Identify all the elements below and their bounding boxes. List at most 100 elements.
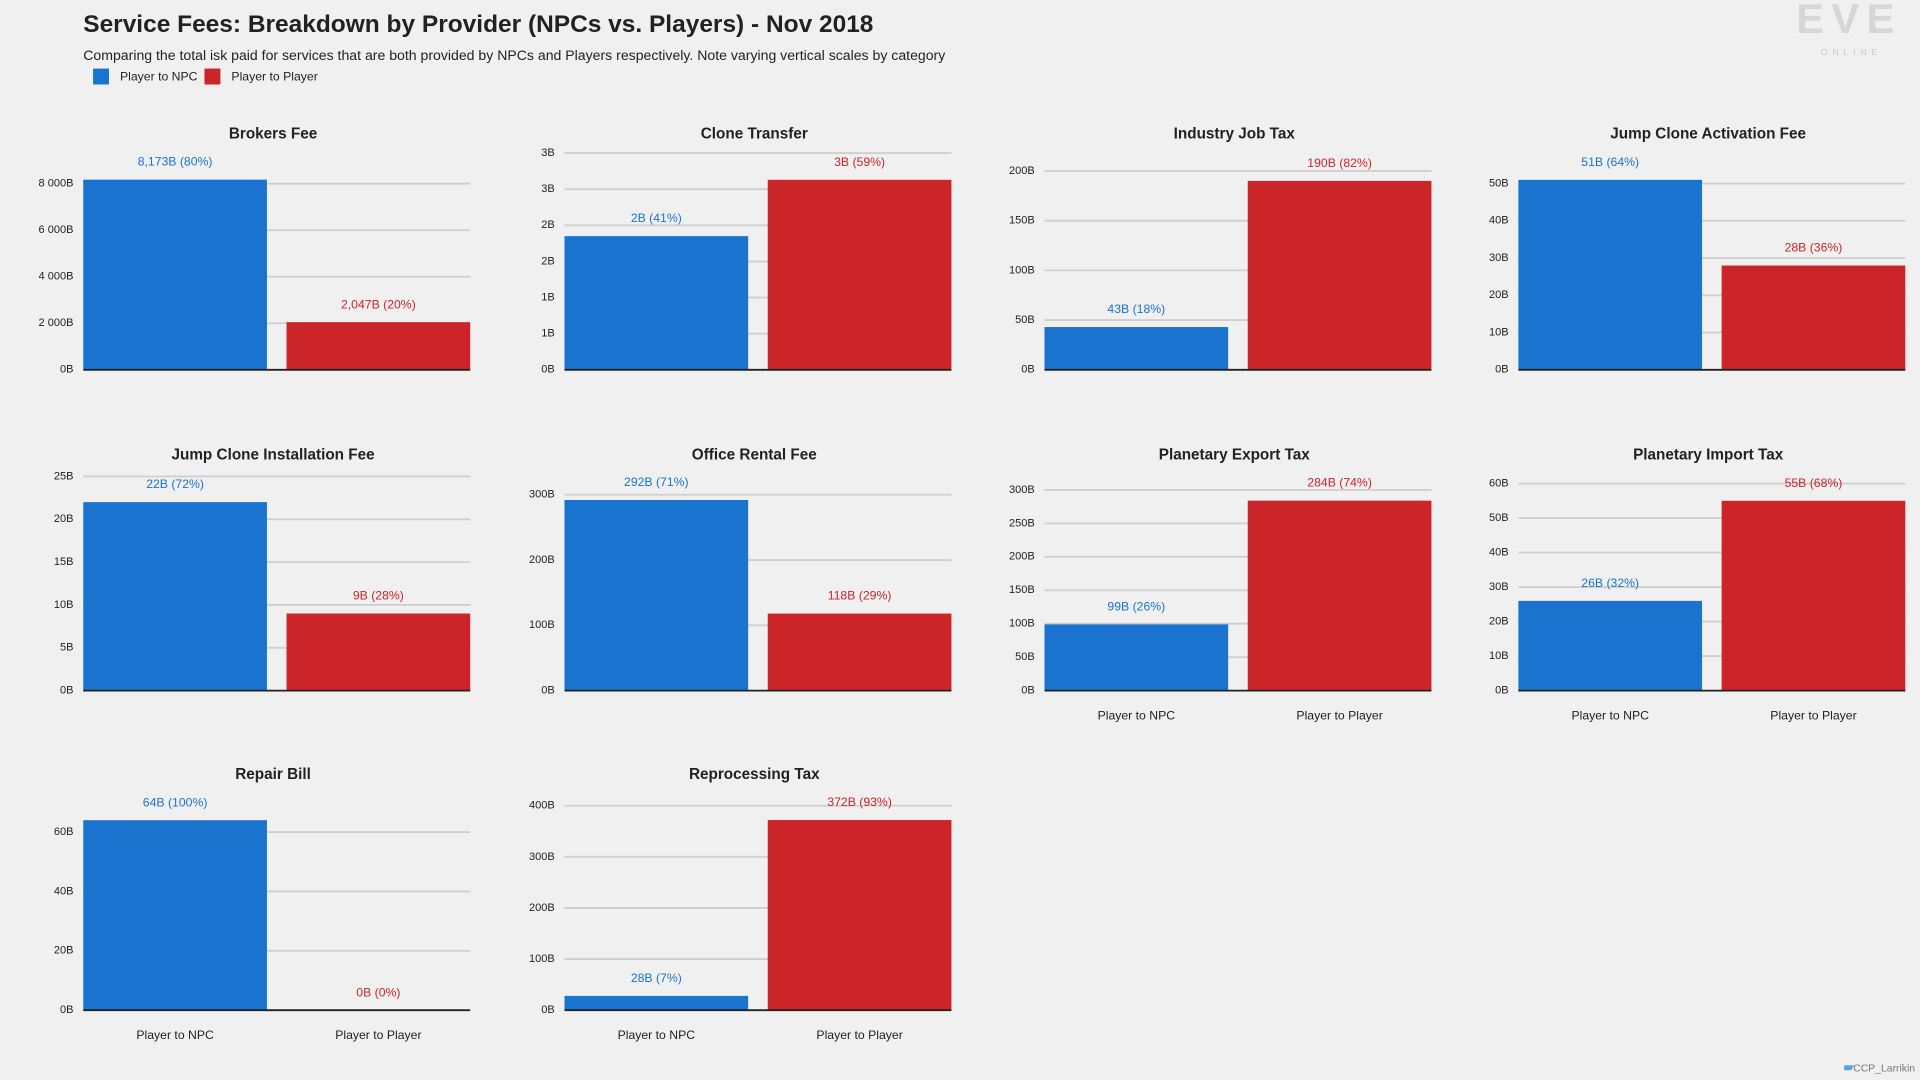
y-tick-label: 0B xyxy=(60,1004,73,1016)
bar xyxy=(767,613,952,691)
y-tick-label: 400B xyxy=(529,800,555,812)
value-label: 2B (41%) xyxy=(631,211,682,225)
bar xyxy=(1247,180,1432,370)
value-label: 292B (71%) xyxy=(624,475,689,489)
y-tick-label: 0B xyxy=(1495,364,1508,376)
bar xyxy=(83,820,267,1011)
twitter-icon xyxy=(1844,1065,1854,1071)
y-tick-label: 200B xyxy=(1009,165,1035,177)
y-tick-label: 30B xyxy=(1489,252,1509,264)
value-label: 3B (59%) xyxy=(834,155,885,169)
bar xyxy=(564,995,749,1011)
chart-title: Brokers Fee xyxy=(229,126,317,143)
y-tick-label: 50B xyxy=(1015,314,1035,326)
y-tick-label: 100B xyxy=(1009,618,1035,630)
y-tick-label: 10B xyxy=(54,599,74,611)
y-tick-label: 20B xyxy=(1489,289,1509,301)
x-tick-label: Player to Player xyxy=(335,1028,421,1042)
y-tick-label: 0B xyxy=(1021,364,1034,376)
value-label: 64B (100%) xyxy=(143,795,208,809)
bar xyxy=(1247,500,1432,691)
legend-label: Player to Player xyxy=(231,69,317,83)
chart-title: Planetary Import Tax xyxy=(1633,447,1784,464)
y-tick-label: 20B xyxy=(1489,615,1509,627)
y-tick-label: 3B xyxy=(541,147,554,159)
bar xyxy=(1044,327,1229,370)
y-tick-label: 60B xyxy=(54,826,74,838)
bar xyxy=(564,499,749,691)
y-tick-label: 40B xyxy=(1489,215,1509,227)
y-tick-label: 300B xyxy=(1009,484,1035,496)
chart-title: Planetary Export Tax xyxy=(1159,447,1311,464)
value-label: 284B (74%) xyxy=(1307,476,1372,490)
y-tick-label: 0B xyxy=(60,685,73,697)
x-tick-label: Player to NPC xyxy=(1571,709,1649,723)
bar xyxy=(83,179,267,370)
chart-title: Reprocessing Tax xyxy=(689,766,820,783)
y-tick-label: 10B xyxy=(1489,650,1509,662)
x-tick-label: Player to Player xyxy=(1770,709,1856,723)
y-tick-label: 1B xyxy=(541,328,554,340)
chart-title: Clone Transfer xyxy=(701,126,808,143)
value-label: 190B (82%) xyxy=(1307,156,1372,170)
y-tick-label: 50B xyxy=(1015,651,1035,663)
bar xyxy=(767,820,952,1011)
y-tick-label: 0B xyxy=(541,1004,554,1016)
y-tick-label: 100B xyxy=(529,619,555,631)
bar xyxy=(1518,179,1703,370)
value-label: 43B (18%) xyxy=(1107,302,1165,316)
y-tick-label: 5B xyxy=(60,642,73,654)
y-tick-label: 300B xyxy=(529,851,555,863)
logo-sub: ONLINE xyxy=(1821,47,1882,57)
value-label: 0B (0%) xyxy=(356,985,400,999)
page-title: Service Fees: Breakdown by Provider (NPC… xyxy=(83,11,873,38)
bar xyxy=(1721,265,1906,370)
y-tick-label: 100B xyxy=(529,953,555,965)
chart-title: Jump Clone Installation Fee xyxy=(171,447,374,464)
y-tick-label: 0B xyxy=(1021,685,1034,697)
logo: EVE xyxy=(1796,0,1901,42)
legend-label: Player to NPC xyxy=(120,69,198,83)
value-label: 28B (7%) xyxy=(631,971,682,985)
page-subtitle: Comparing the total isk paid for service… xyxy=(83,47,946,63)
y-tick-label: 300B xyxy=(529,489,555,501)
bar xyxy=(286,322,471,370)
y-tick-label: 200B xyxy=(529,902,555,914)
y-tick-label: 150B xyxy=(1009,215,1035,227)
y-tick-label: 2 000B xyxy=(39,317,74,329)
y-tick-label: 20B xyxy=(54,945,74,957)
bar xyxy=(767,179,952,370)
credit: CCP_Larrikin xyxy=(1853,1064,1915,1075)
y-tick-label: 6 000B xyxy=(39,224,74,236)
y-tick-label: 0B xyxy=(541,364,554,376)
value-label: 9B (28%) xyxy=(353,589,404,603)
x-tick-label: Player to NPC xyxy=(136,1028,214,1042)
y-tick-label: 200B xyxy=(1009,551,1035,563)
y-tick-label: 8 000B xyxy=(39,178,74,190)
x-tick-label: Player to Player xyxy=(1296,709,1382,723)
bar xyxy=(286,613,471,691)
y-tick-label: 40B xyxy=(1489,546,1509,558)
y-tick-label: 4 000B xyxy=(39,271,74,283)
x-tick-label: Player to Player xyxy=(816,1028,902,1042)
bar xyxy=(1518,600,1703,691)
y-tick-label: 40B xyxy=(54,885,74,897)
y-tick-label: 0B xyxy=(60,364,73,376)
value-label: 55B (68%) xyxy=(1785,476,1843,490)
y-tick-label: 20B xyxy=(54,513,74,525)
y-tick-label: 100B xyxy=(1009,264,1035,276)
chart-title: Office Rental Fee xyxy=(692,447,817,464)
value-label: 372B (93%) xyxy=(827,795,892,809)
value-label: 28B (36%) xyxy=(1785,241,1843,255)
chart-title: Industry Job Tax xyxy=(1174,126,1296,143)
y-tick-label: 0B xyxy=(1495,685,1508,697)
bar xyxy=(1044,624,1229,691)
value-label: 99B (26%) xyxy=(1107,599,1165,613)
bar xyxy=(83,502,267,691)
y-tick-label: 3B xyxy=(541,183,554,195)
y-tick-label: 2B xyxy=(541,255,554,267)
chart-title: Jump Clone Activation Fee xyxy=(1610,126,1806,143)
x-tick-label: Player to NPC xyxy=(1098,709,1176,723)
